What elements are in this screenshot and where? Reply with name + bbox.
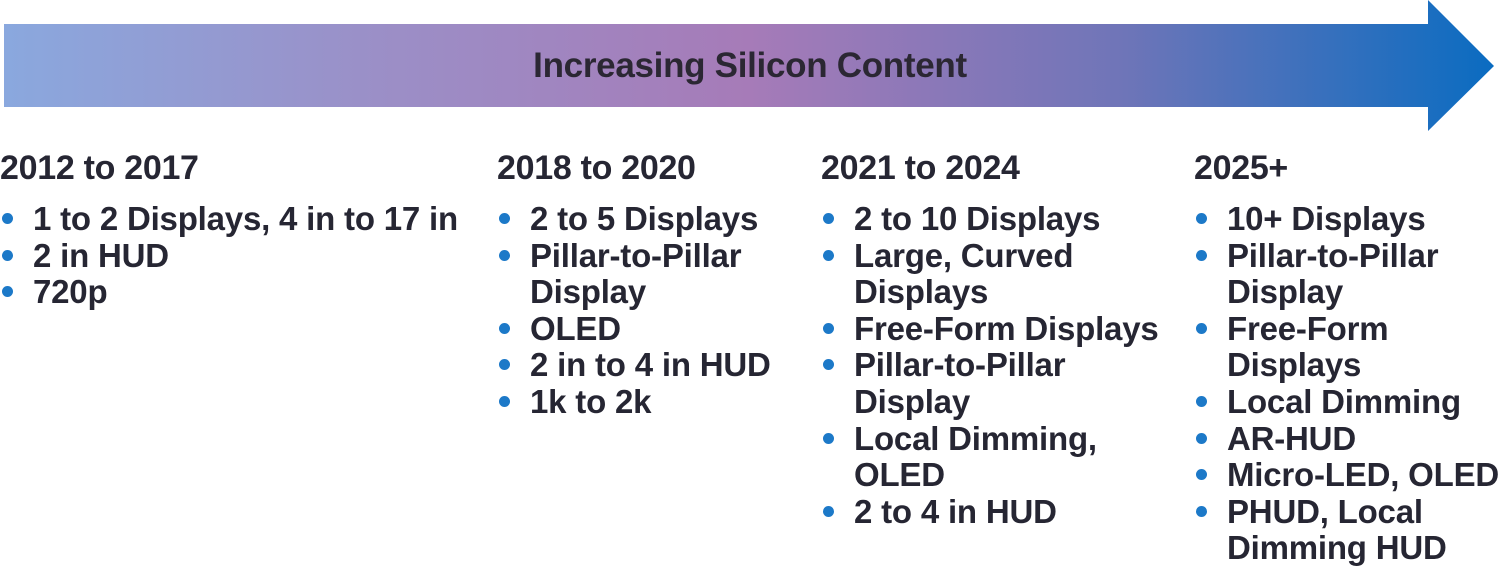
bullet-icon (823, 432, 834, 444)
list-item: AR-HUD (1194, 419, 1500, 458)
period-heading: 2025+ (1194, 149, 1288, 187)
list-item: Pillar-to-Pillar Display (497, 236, 797, 311)
bullet-icon (499, 359, 510, 371)
list-item: Free-Form Displays (1194, 309, 1500, 384)
feature-list: 2 to 10 Displays Large, Curved Displays … (821, 200, 1171, 531)
silicon-content-arrow (4, 0, 1494, 131)
bullet-icon (499, 213, 510, 224)
bullet-icon (499, 322, 510, 334)
bullet-icon (823, 213, 834, 224)
bullet-icon (1196, 432, 1207, 444)
list-item-text: Pillar-to-Pillar Display (1227, 236, 1439, 311)
list-item: 720p (0, 274, 470, 311)
list-item-text: Local Dimming (1227, 382, 1461, 420)
bullet-icon (2, 249, 13, 261)
list-item: OLED (497, 309, 797, 348)
bullet-icon (1196, 249, 1207, 261)
bullet-icon (2, 286, 13, 298)
list-item-text: Micro-LED, OLED (1227, 456, 1500, 494)
period-heading: 2012 to 2017 (0, 149, 199, 187)
bullet-icon (499, 249, 510, 261)
bullet-icon (1196, 322, 1207, 334)
list-item-text: 2 to 4 in HUD (854, 492, 1057, 530)
list-item-text: Pillar-to-Pillar Display (854, 346, 1066, 420)
list-item: 2 to 5 Displays (497, 200, 797, 238)
timeline-column: 2021 to 2024 2 to 10 Displays Large, Cur… (821, 148, 1171, 530)
list-item-text: 720p (33, 273, 108, 311)
period-heading: 2018 to 2020 (497, 149, 696, 187)
list-item-text: Free-Form Displays (854, 309, 1159, 347)
list-item: 2 to 10 Displays (821, 200, 1171, 238)
list-item-text: 1k to 2k (530, 382, 652, 420)
list-item: Free-Form Displays (821, 309, 1171, 348)
list-item: Pillar-to-Pillar Display (821, 347, 1171, 420)
bullet-icon (823, 249, 834, 261)
bullet-icon (823, 322, 834, 334)
period-heading: 2021 to 2024 (821, 149, 1020, 187)
list-item: 1 to 2 Displays, 4 in to 17 in (0, 200, 470, 238)
timeline-column: 2025+ 10+ Displays Pillar-to-Pillar Disp… (1194, 148, 1500, 567)
bullet-icon (1196, 469, 1207, 481)
bullet-icon (823, 359, 834, 371)
list-item-text: PHUD, Local Dimming HUD (1227, 492, 1447, 567)
list-item: 10+ Displays (1194, 200, 1500, 238)
list-item: 1k to 2k (497, 382, 797, 421)
list-item: 2 in HUD (0, 236, 470, 275)
list-item-text: 10+ Displays (1227, 200, 1426, 237)
list-item-text: Local Dimming, OLED (854, 419, 1097, 494)
bullet-icon (1196, 213, 1207, 224)
list-item-text: OLED (530, 309, 621, 347)
feature-list: 2 to 5 Displays Pillar-to-Pillar Display… (497, 200, 797, 421)
timeline-column: 2012 to 2017 1 to 2 Displays, 4 in to 17… (0, 148, 470, 311)
list-item-text: 2 to 5 Displays (530, 200, 759, 237)
feature-list: 10+ Displays Pillar-to-Pillar Display Fr… (1194, 200, 1500, 567)
list-item: Local Dimming (1194, 382, 1500, 421)
list-item: PHUD, Local Dimming HUD (1194, 492, 1500, 567)
bullet-icon (2, 213, 13, 224)
list-item-text: Large, Curved Displays (854, 236, 1074, 311)
list-item: Local Dimming, OLED (821, 419, 1171, 494)
bullet-icon (823, 505, 834, 517)
bullet-icon (1196, 505, 1207, 517)
list-item: 2 in to 4 in HUD (497, 347, 797, 384)
list-item-text: Pillar-to-Pillar Display (530, 236, 742, 311)
list-item: Micro-LED, OLED (1194, 457, 1500, 494)
feature-list: 1 to 2 Displays, 4 in to 17 in 2 in HUD … (0, 200, 470, 311)
list-item-text: Free-Form Displays (1227, 309, 1389, 384)
list-item-text: 2 in HUD (33, 236, 169, 274)
list-item-text: 2 in to 4 in HUD (530, 346, 771, 384)
arrow-label: Increasing Silicon Content (533, 46, 967, 85)
list-item: Large, Curved Displays (821, 236, 1171, 311)
list-item-text: 2 to 10 Displays (854, 200, 1101, 237)
arrow-shape (4, 0, 1494, 131)
list-item: Pillar-to-Pillar Display (1194, 236, 1500, 311)
list-item-text: 1 to 2 Displays, 4 in to 17 in (33, 200, 458, 237)
bullet-icon (499, 395, 510, 407)
timeline-column: 2018 to 2020 2 to 5 Displays Pillar-to-P… (497, 148, 797, 421)
bullet-icon (1196, 395, 1207, 407)
list-item-text: AR-HUD (1227, 419, 1356, 457)
list-item: 2 to 4 in HUD (821, 492, 1171, 531)
